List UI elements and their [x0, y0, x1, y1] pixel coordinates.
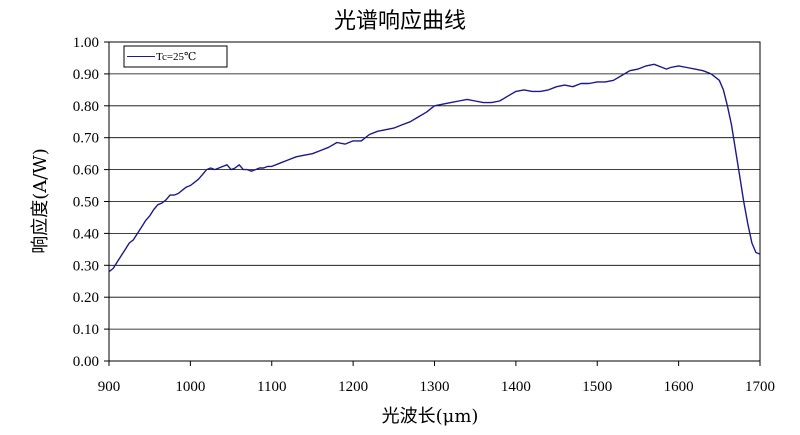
- y-tick-label: 0.80: [73, 99, 99, 115]
- x-tick-label: 1400: [501, 379, 531, 395]
- y-tick-label: 0.30: [73, 258, 99, 274]
- x-axis-ticks: 900 1000 1100 1200 1300 1400 1500 1600 1700: [98, 361, 775, 395]
- y-tick-label: 0.70: [73, 131, 99, 147]
- y-axis-label: 响应度(A/W): [30, 148, 51, 254]
- x-tick-label: 1000: [175, 379, 205, 395]
- y-tick-label: 0.10: [73, 322, 99, 338]
- x-tick-label: 1200: [338, 379, 368, 395]
- x-axis-label: 光波长(μm): [382, 406, 479, 427]
- y-tick-label: 1.00: [73, 35, 99, 51]
- series-layer: [108, 63, 761, 273]
- x-tick-label: 1600: [664, 379, 694, 395]
- grid-lines: [109, 73, 760, 330]
- y-axis-ticks: 0.00 0.10 0.20 0.30 0.40 0.50 0.60 0.70 0.80 0.90…: [73, 35, 109, 370]
- series-line: [108, 63, 761, 273]
- x-tick-label: 1300: [420, 379, 450, 395]
- y-tick-label: 0.90: [73, 67, 99, 83]
- x-tick-label: 1500: [582, 379, 612, 395]
- legend-label: Tc=25℃: [156, 51, 196, 63]
- y-tick-label: 0.40: [73, 226, 99, 242]
- x-tick-label: 1700: [745, 379, 775, 395]
- y-tick-label: 0.60: [73, 163, 99, 179]
- legend: Tc=25℃: [123, 45, 228, 68]
- x-tick-label: 1100: [257, 379, 286, 395]
- y-tick-label: 0.50: [73, 195, 99, 211]
- y-tick-label: 0.20: [73, 290, 99, 306]
- chart-title: 光谱响应曲线: [334, 9, 466, 34]
- legend-box: [123, 45, 228, 68]
- x-tick-label: 900: [98, 379, 121, 395]
- y-tick-label: 0.00: [73, 354, 99, 370]
